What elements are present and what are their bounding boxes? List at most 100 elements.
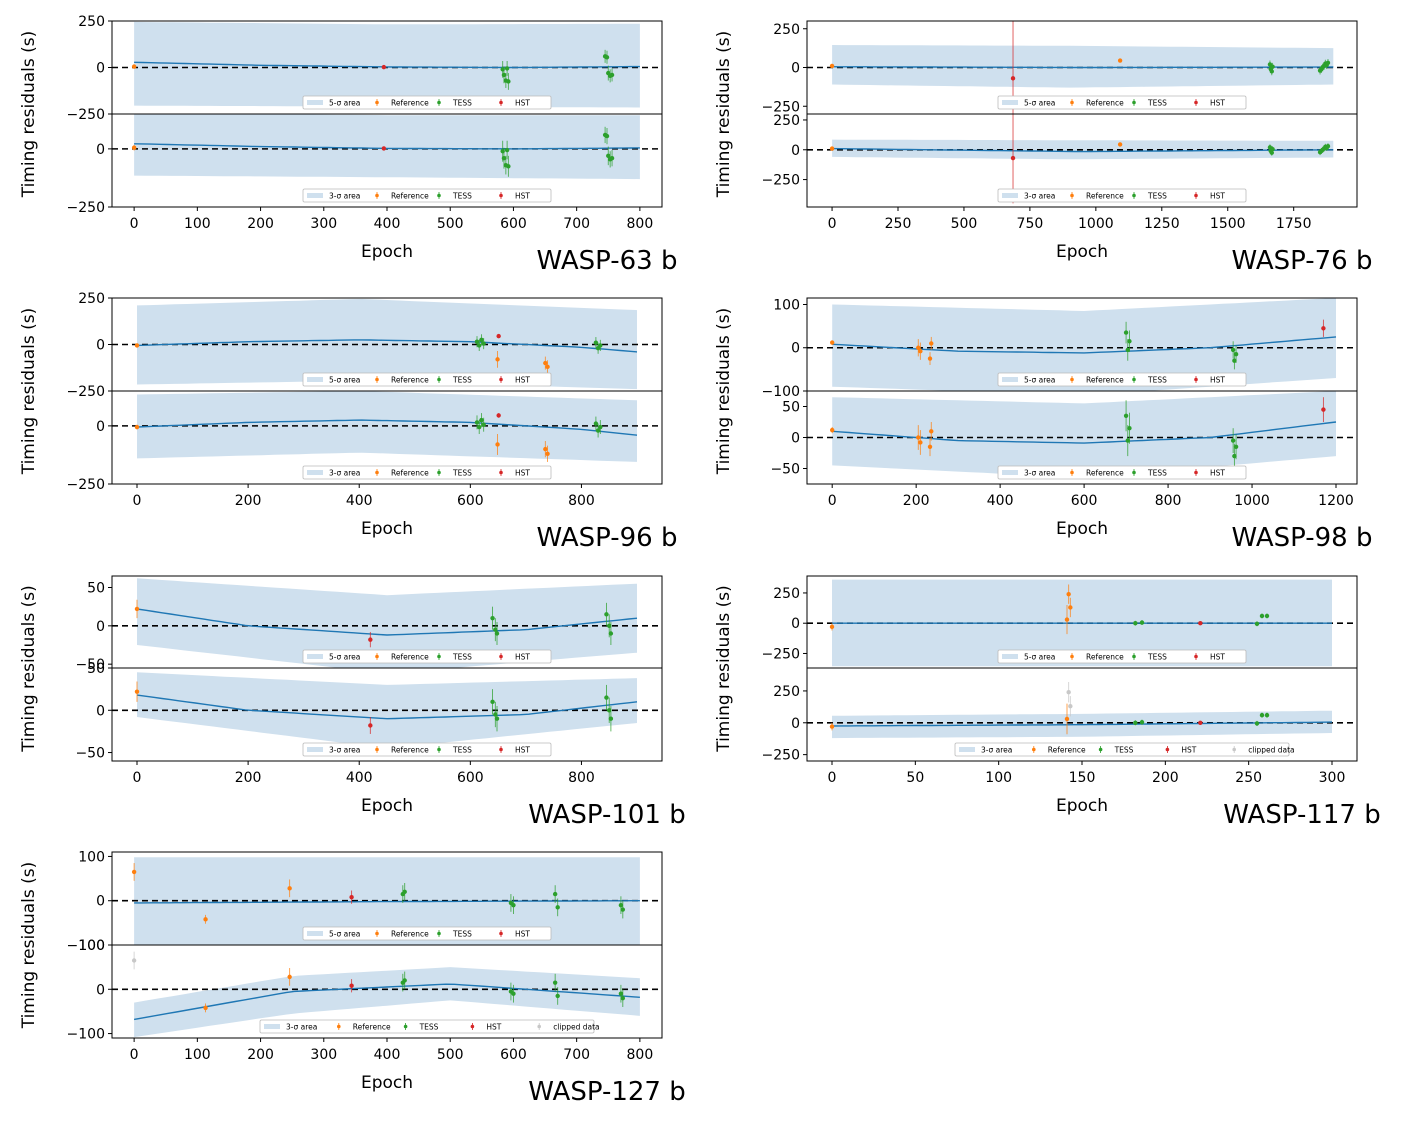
panel-title: WASP-63 b xyxy=(537,246,678,276)
legend-label: HST xyxy=(1181,745,1196,754)
legend-label: 5-σ area xyxy=(329,98,360,107)
legend: 5-σ area Reference TESS HST xyxy=(997,372,1247,387)
legend-band-swatch xyxy=(307,193,323,198)
hst-point xyxy=(496,333,501,339)
legend-marker xyxy=(1165,747,1170,752)
legend-label: Reference xyxy=(1086,652,1124,661)
legend-band-swatch xyxy=(307,100,323,105)
model-curve xyxy=(134,143,640,150)
x-tick-label: 200 xyxy=(247,1047,274,1063)
tess-point xyxy=(608,631,614,636)
y-tick-label: 0 xyxy=(96,419,105,435)
legend-band-swatch xyxy=(1002,470,1018,475)
legend-label: HST xyxy=(515,375,530,384)
model-curve xyxy=(832,66,1334,69)
legend-band-swatch xyxy=(307,470,323,475)
plot-area xyxy=(112,299,662,390)
legend-marker xyxy=(375,100,379,105)
reference-point xyxy=(829,146,835,151)
reference-point xyxy=(829,724,835,729)
legend: 3-σ area Reference TESS HST xyxy=(997,188,1247,203)
reference-point xyxy=(545,364,550,370)
hst-point xyxy=(381,146,387,151)
tess-point xyxy=(593,340,599,345)
reference-point xyxy=(829,624,835,630)
legend-label: 3-σ area xyxy=(329,191,360,200)
sigma-band xyxy=(134,21,640,108)
tess-point xyxy=(1127,339,1132,344)
legend-band-swatch xyxy=(1002,100,1018,105)
tess-point xyxy=(474,420,480,425)
y-tick-label: −50 xyxy=(75,657,105,673)
tess-point xyxy=(1230,438,1236,443)
x-tick-label: 0 xyxy=(133,493,142,509)
tess-point xyxy=(1254,621,1260,627)
legend-label: HST xyxy=(1210,98,1225,107)
x-tick-label: 400 xyxy=(987,493,1014,509)
tess-point xyxy=(474,339,480,344)
tess-point xyxy=(490,699,495,705)
reference-point xyxy=(1064,617,1070,622)
x-tick-label: 1500 xyxy=(1210,216,1246,232)
panel-title: WASP-76 b xyxy=(1232,246,1373,276)
x-tick-label: 500 xyxy=(437,1047,464,1063)
tess-point xyxy=(606,153,611,159)
tess-point xyxy=(1259,613,1265,619)
y-tick-label: −250 xyxy=(762,173,800,189)
legend-label: 5-σ area xyxy=(329,929,360,938)
legend-box xyxy=(302,742,552,757)
reference-point xyxy=(929,429,934,434)
y-axis-label: Timing residuals (s) xyxy=(714,31,734,199)
tess-point xyxy=(504,147,510,153)
sigma-band xyxy=(134,114,640,180)
legend: 5-σ area Reference TESS HST xyxy=(302,926,552,941)
legend-marker xyxy=(1032,747,1036,752)
legend-marker xyxy=(1194,377,1198,382)
y-tick-label: 250 xyxy=(773,113,800,129)
legend-label: TESS xyxy=(452,745,472,754)
x-tick-label: 600 xyxy=(457,493,484,509)
tess-point xyxy=(493,712,498,717)
reference-point xyxy=(287,886,292,891)
panel-title: WASP-127 b xyxy=(528,1077,685,1107)
hst-point xyxy=(1010,155,1016,161)
legend-label: Reference xyxy=(1086,468,1124,477)
legend-label: 3-σ area xyxy=(1024,191,1055,200)
x-tick-label: 0 xyxy=(133,770,142,786)
x-tick-label: 200 xyxy=(247,216,274,232)
reference-point xyxy=(203,1005,208,1011)
reference-point xyxy=(203,917,208,922)
reference-point xyxy=(1117,142,1123,147)
legend-label: 5-σ area xyxy=(1024,98,1055,107)
legend-label: HST xyxy=(1210,191,1225,200)
tess-point xyxy=(1270,64,1275,69)
x-tick-label: 300 xyxy=(1319,770,1346,786)
y-tick-label: −250 xyxy=(67,384,105,400)
tess-point xyxy=(1269,69,1274,74)
y-tick-label: −250 xyxy=(762,748,800,764)
x-tick-label: 700 xyxy=(563,1047,590,1063)
tess-point xyxy=(493,627,498,632)
y-tick-label: 0 xyxy=(791,716,800,732)
x-tick-label: 50 xyxy=(906,770,924,786)
legend-label: Reference xyxy=(1086,375,1124,384)
legend-marker xyxy=(499,931,503,936)
legend-band-swatch xyxy=(1002,193,1018,198)
legend-label: HST xyxy=(1210,375,1225,384)
tess-point xyxy=(1232,453,1237,459)
y-tick-label: 0 xyxy=(96,894,105,910)
tess-point xyxy=(511,991,516,996)
tess-point xyxy=(593,421,599,426)
y-axis-label: Timing residuals (s) xyxy=(19,308,39,476)
legend-label: HST xyxy=(515,191,530,200)
tess-point xyxy=(1127,426,1132,431)
legend-marker xyxy=(1132,470,1136,475)
tess-point xyxy=(479,337,484,343)
tess-point xyxy=(604,612,609,617)
legend-box xyxy=(302,95,552,110)
legend: 3-σ area Reference TESS HST clipped data xyxy=(954,742,1295,757)
y-tick-label: 0 xyxy=(791,61,800,77)
y-axis-label: Timing residuals (s) xyxy=(19,31,39,199)
reference-point xyxy=(1064,716,1070,722)
